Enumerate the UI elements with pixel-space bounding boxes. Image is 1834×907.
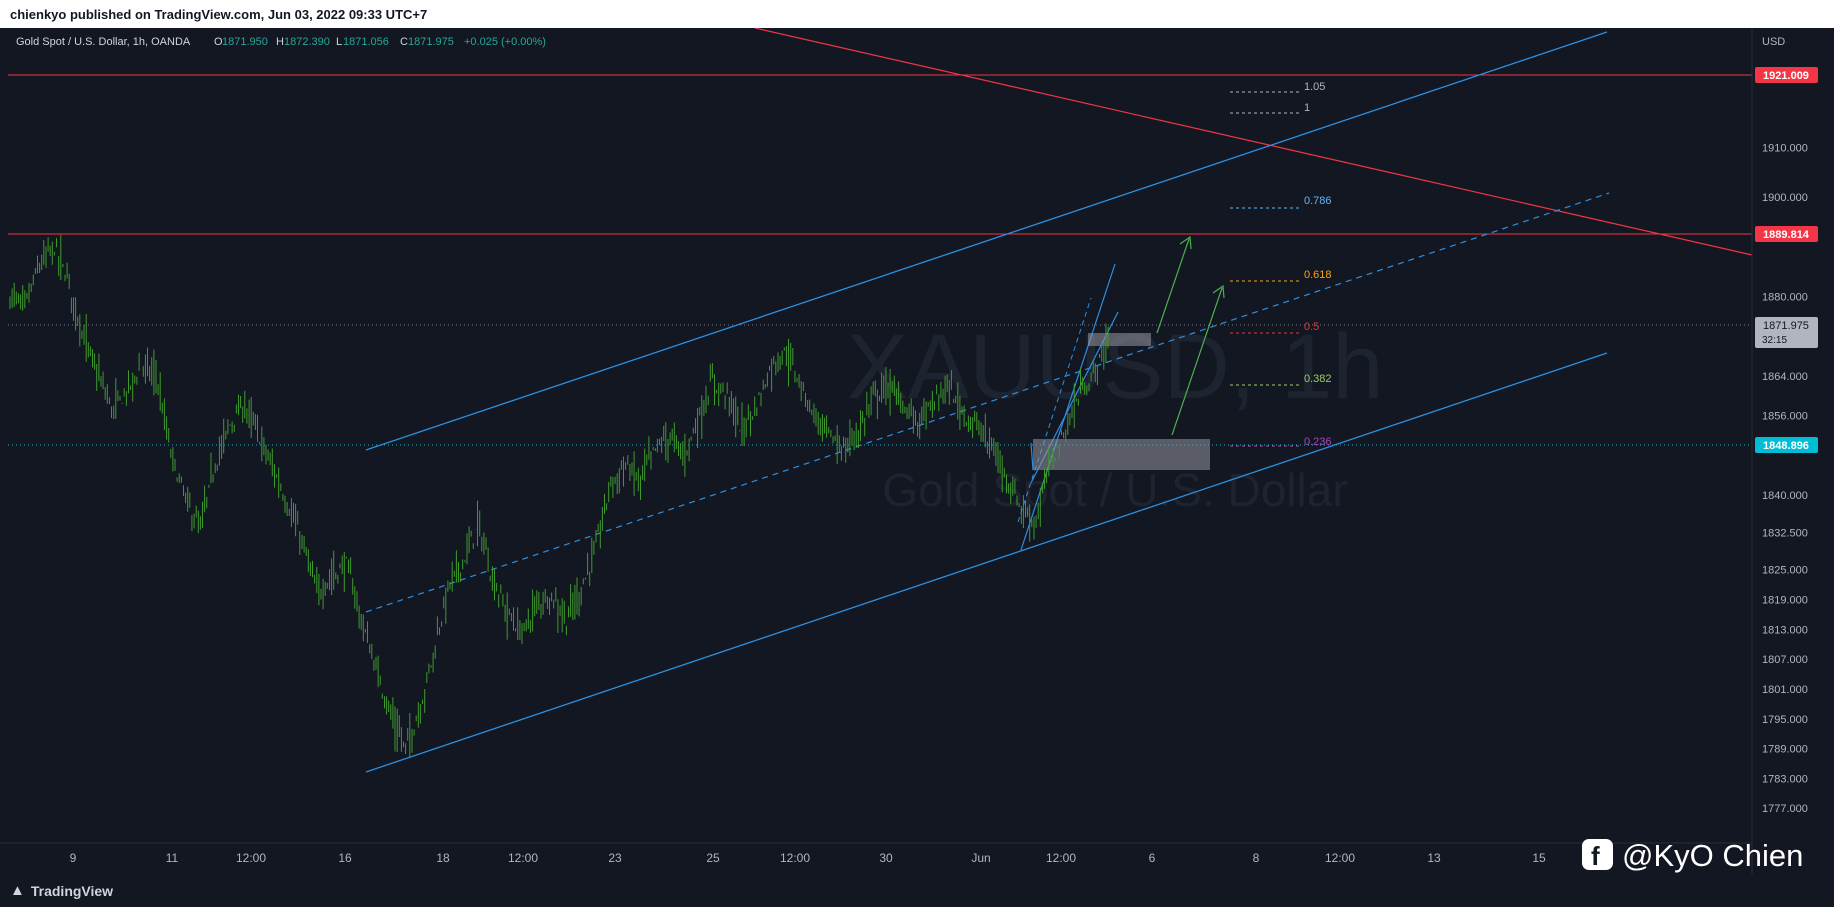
price-tag-1889-text: 1889.814 [1763,229,1810,241]
arrow-upper-shaft [1156,238,1190,334]
legend-close-key: C [400,36,408,48]
fib-label-0-5: 0.5 [1304,321,1319,333]
tradingview-brand-label: TradingView [30,882,114,899]
price-axis[interactable]: 1910.000 1900.000 1880.000 1864.000 1856.000… [1762,142,1808,815]
x-tick-label: 11 [166,851,179,865]
footer-bar [0,874,1834,907]
support-zone-box[interactable] [1088,333,1151,346]
y-tick-label: 1825.000 [1762,565,1808,577]
x-tick-label: 16 [338,851,352,865]
y-tick-label: 1910.000 [1762,142,1808,154]
y-tick-label: 1864.000 [1762,371,1808,383]
x-tick-label: 8 [1253,851,1260,865]
x-tick-label: Jun [971,851,990,865]
fib-label-0-786: 0.786 [1304,195,1332,207]
price-tags: 1921.009 1889.814 1871.975 32:15 1848.89… [1755,67,1818,453]
tradingview-logo[interactable]: ▲ TradingView [10,882,113,899]
legend-low-value: 1871.056 [343,36,389,48]
fib-label-1: 1 [1304,102,1310,114]
steep-channel-mid[interactable] [1017,297,1092,523]
y-tick-label: 1777.000 [1762,803,1808,815]
facebook-icon-glyph: f [1591,841,1600,871]
x-tick-label: 18 [436,851,450,865]
facebook-icon [1582,839,1613,870]
y-tick-label: 1832.500 [1762,527,1808,539]
price-tag-1921-text: 1921.009 [1763,70,1809,82]
demand-zone-box[interactable] [1033,439,1210,470]
steep-channel-left[interactable] [1020,263,1116,551]
y-tick-label: 1819.000 [1762,594,1808,606]
legend-low-key: L [336,36,342,48]
steep-channel-base [1030,442,1034,471]
currency-label: USD [1762,36,1785,48]
y-tick-label: 1783.000 [1762,773,1808,785]
x-tick-label: 25 [706,851,720,865]
x-tick-label: 30 [879,851,893,865]
fibonacci-retracement[interactable]: 1.05 1 0.786 0.618 0.5 0.382 0.236 [1230,81,1332,448]
price-tag-1848-text: 1848.896 [1763,440,1809,452]
x-tick-label: 12:00 [236,851,266,865]
watermark-name: Gold Spot / U.S. Dollar [882,464,1347,516]
y-tick-label: 1813.000 [1762,624,1808,636]
channel-lower-line[interactable] [365,352,1608,773]
legend-open-value: 1871.950 [222,36,268,48]
price-tag-1889 [1755,226,1818,242]
bar-countdown-text: 32:15 [1762,335,1787,346]
price-tag-current-text: 1871.975 [1763,320,1809,332]
x-tick-label: 9 [70,851,77,865]
chart-background [0,28,1834,874]
y-tick-label: 1801.000 [1762,684,1808,696]
y-tick-label: 1900.000 [1762,192,1808,204]
price-tag-1921 [1755,67,1818,83]
projection-arrows[interactable] [1156,235,1225,436]
channel-midline[interactable] [365,192,1610,613]
fib-label-0-236: 0.236 [1304,436,1332,448]
author-signature: f @KyO Chien [1582,838,1803,873]
fib-label-0-618: 0.618 [1304,269,1332,281]
fib-label-0-382: 0.382 [1304,373,1332,385]
x-tick-label: 6 [1149,851,1156,865]
y-tick-label: 1840.000 [1762,490,1808,502]
y-tick-label: 1880.000 [1762,291,1808,303]
arrow-upper-head [1179,235,1192,250]
publisher-text: chienkyo published on TradingView.com, J… [10,7,428,22]
y-tick-label: 1807.000 [1762,654,1808,666]
y-tick-label: 1856.000 [1762,411,1808,423]
tradingview-logo-icon: ▲ [10,882,25,899]
legend-high-value: 1872.390 [284,36,330,48]
signature-text: @KyO Chien [1622,838,1803,873]
publisher-bar: chienkyo published on TradingView.com, J… [0,0,1834,29]
descending-trendline[interactable] [754,28,1753,256]
channel-upper-line[interactable] [365,31,1608,451]
y-tick-label: 1789.000 [1762,744,1808,756]
x-tick-label: 12:00 [508,851,538,865]
symbol-legend[interactable]: Gold Spot / U.S. Dollar, 1h, OANDA O 187… [16,36,546,48]
price-bars[interactable] [9,234,1109,758]
fib-label-1-05: 1.05 [1304,81,1325,93]
legend-symbol: Gold Spot / U.S. Dollar, 1h, OANDA [16,36,191,48]
price-tag-current [1755,317,1818,348]
legend-high-key: H [276,36,284,48]
time-axis[interactable]: 9 11 12:00 16 18 12:00 23 25 12:00 30 Jun 12:00 6 8 12… [70,851,1546,865]
legend-close-value: 1871.975 [408,36,454,48]
legend-open-key: O [214,36,223,48]
x-tick-label: 23 [608,851,622,865]
x-tick-label: 15 [1532,851,1546,865]
x-tick-label: 12:00 [780,851,810,865]
x-tick-label: 13 [1427,851,1441,865]
legend-change: +0.025 (+0.00%) [464,36,546,48]
x-tick-label: 12:00 [1046,851,1076,865]
arrow-lower-head [1212,284,1225,299]
x-tick-label: 12:00 [1325,851,1355,865]
y-tick-label: 1795.000 [1762,714,1808,726]
arrow-lower-shaft [1171,287,1223,436]
price-tag-1848 [1755,437,1818,453]
chart-canvas[interactable]: XAUUSD, 1h Gold Spot / U.S. Dollar 1.05 … [0,28,1834,874]
watermark-symbol: XAUUSD, 1h [847,316,1384,418]
